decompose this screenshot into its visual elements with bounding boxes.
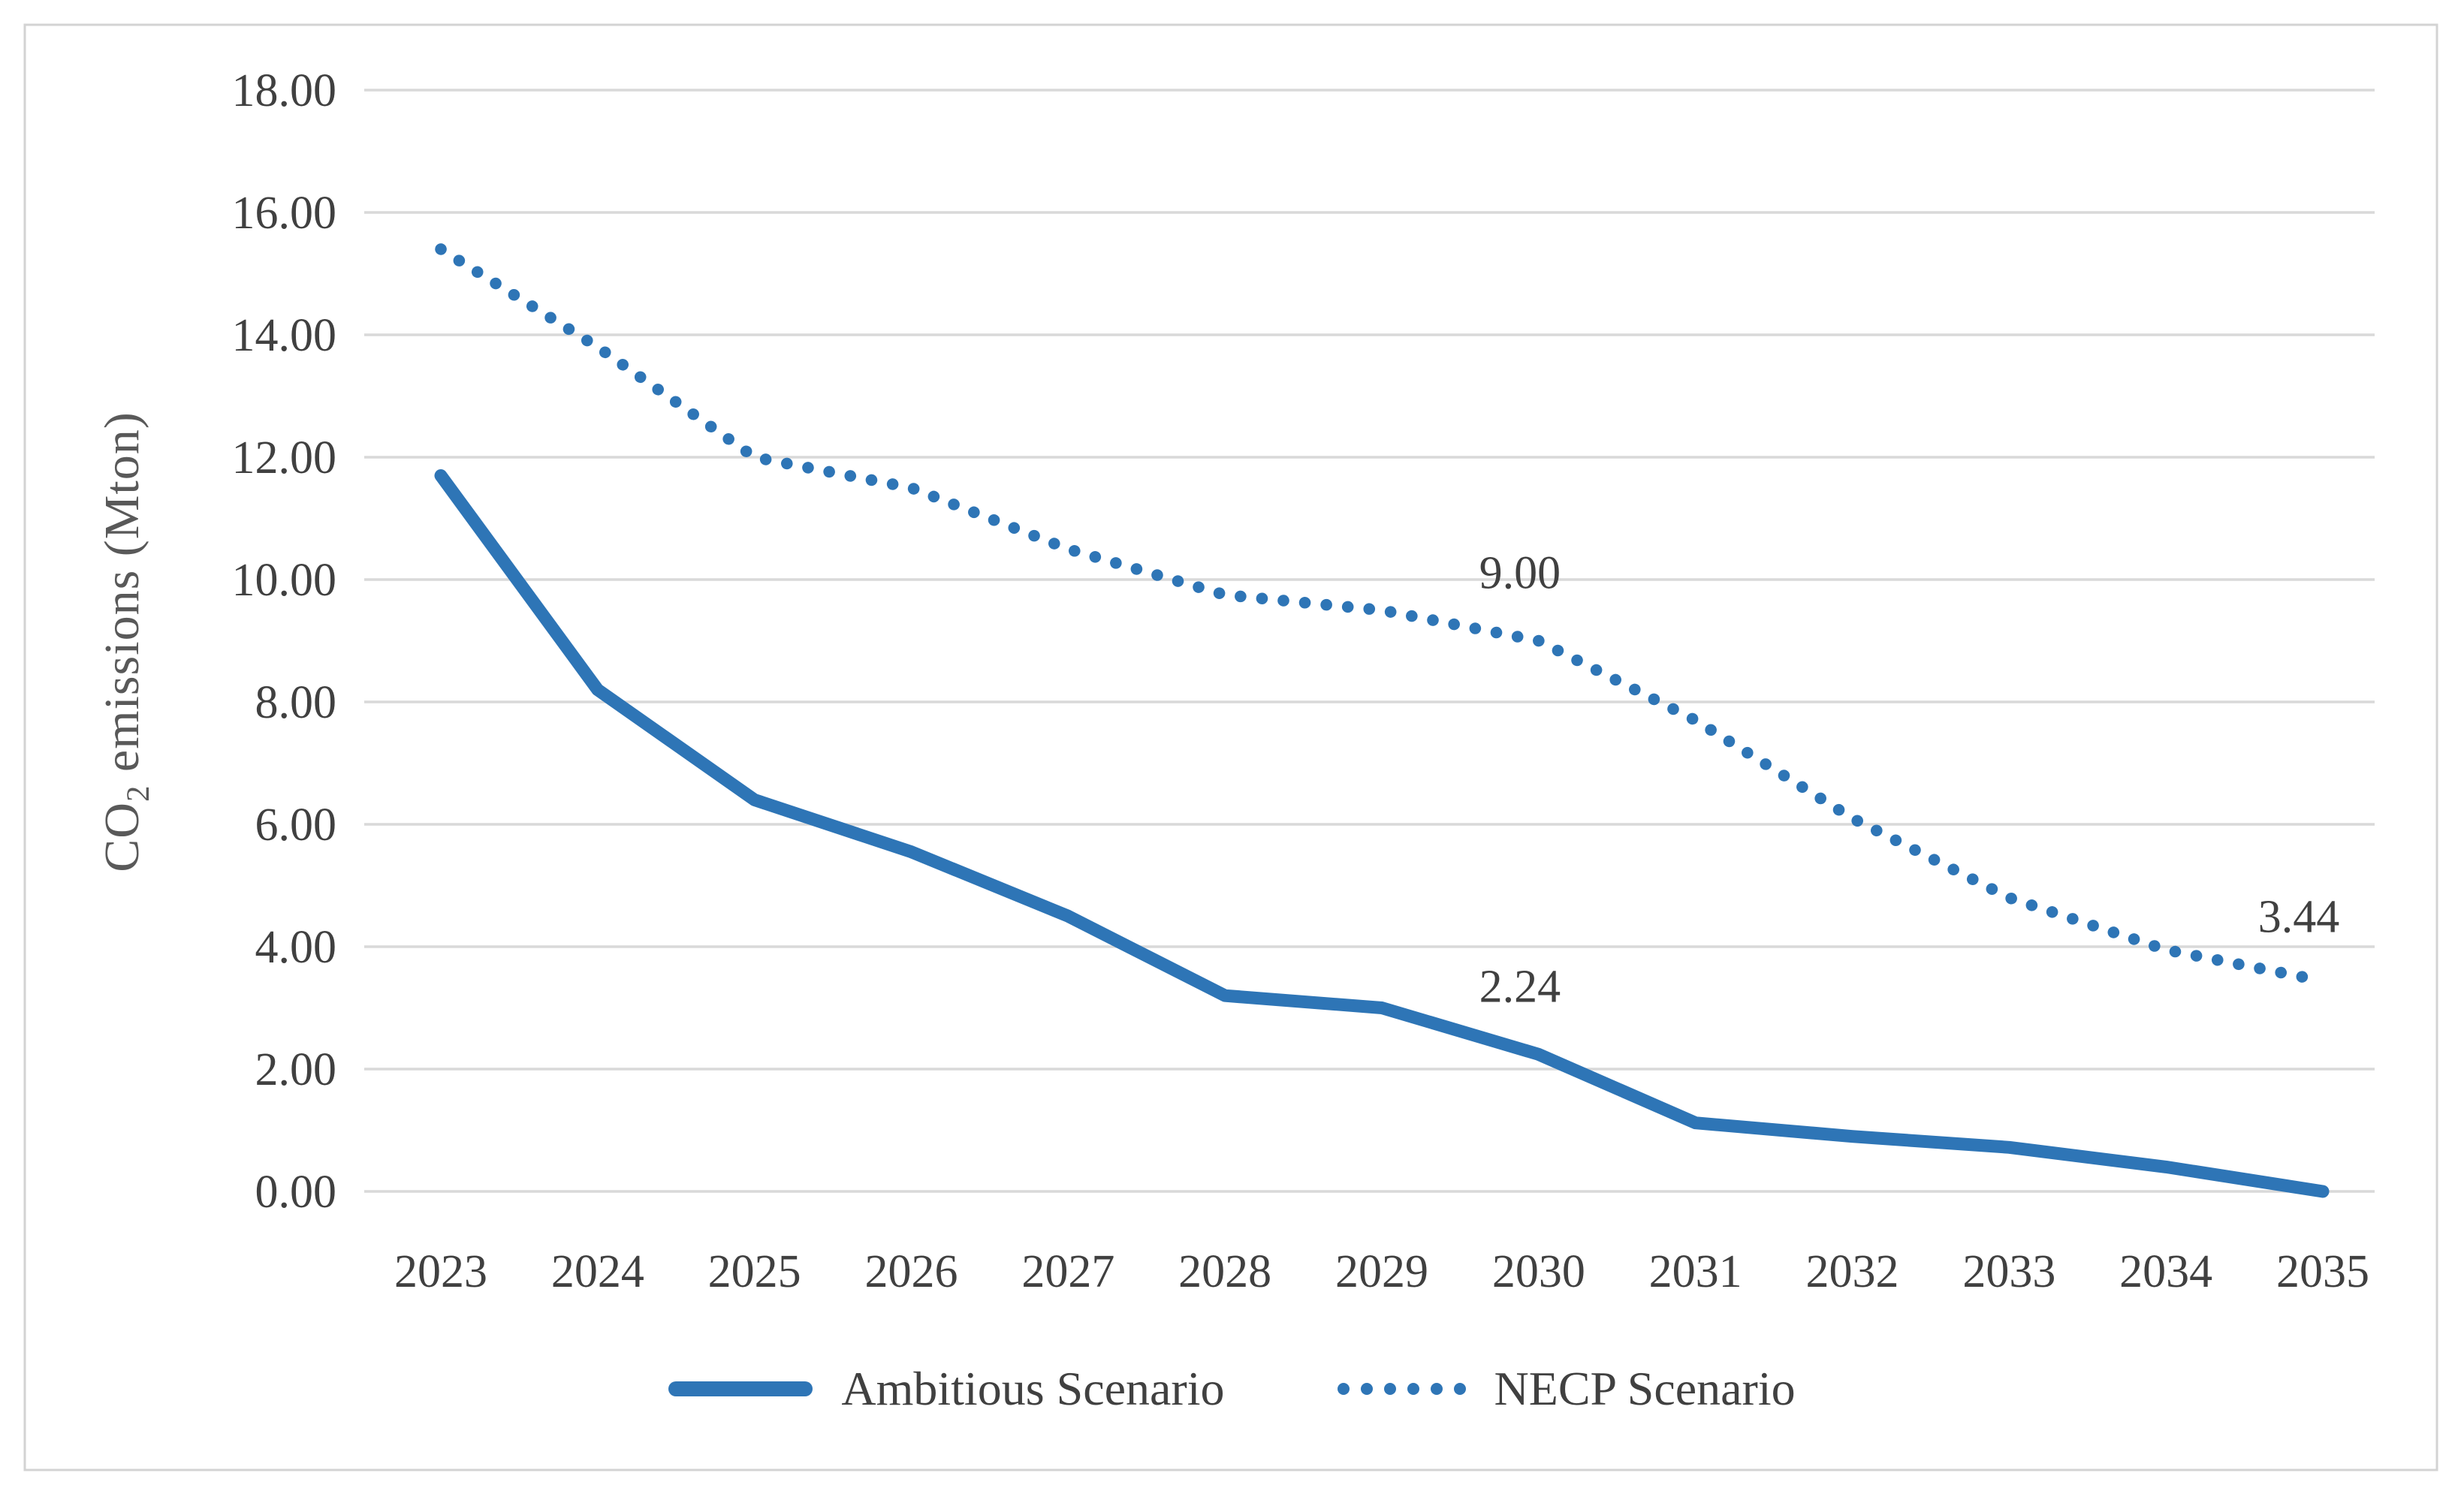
x-tick-label: 2033 <box>1962 1246 2055 1297</box>
y-tick-label: 10.00 <box>232 555 337 606</box>
x-tick-label: 2023 <box>394 1246 487 1297</box>
y-tick-label: 18.00 <box>232 65 337 116</box>
chart-outer-border <box>23 23 2438 1471</box>
y-axis-title-subscript: 2 <box>121 785 157 803</box>
y-tick-label: 14.00 <box>232 310 337 361</box>
x-tick-label: 2035 <box>2276 1246 2369 1297</box>
legend-dot-icon <box>1407 1383 1419 1395</box>
y-axis-title-rest: emissions (Mton) <box>95 411 149 785</box>
legend-label-necp: NECP Scenario <box>1494 1362 1796 1415</box>
y-tick-label: 0.00 <box>255 1167 337 1218</box>
legend-dot-icon <box>1360 1383 1373 1395</box>
x-tick-label: 2026 <box>865 1246 958 1297</box>
x-tick-label: 2027 <box>1021 1246 1114 1297</box>
data-label: 9.00 <box>1479 548 1561 599</box>
dotted-line-swatch-icon <box>1337 1383 1466 1395</box>
legend-dot-icon <box>1383 1383 1396 1395</box>
x-tick-label: 2028 <box>1178 1246 1271 1297</box>
x-tick-label: 2024 <box>551 1246 644 1297</box>
legend-dot-icon <box>1337 1383 1350 1395</box>
y-tick-label: 16.00 <box>232 188 337 239</box>
data-label: 3.44 <box>2258 892 2340 943</box>
legend-dot-icon <box>1430 1383 1443 1395</box>
x-tick-label: 2030 <box>1492 1246 1585 1297</box>
x-tick-label: 2025 <box>708 1246 801 1297</box>
y-tick-label: 6.00 <box>255 800 337 851</box>
y-axis-title: CO2 emissions (Mton) <box>94 411 156 872</box>
x-tick-label: 2031 <box>1649 1246 1742 1297</box>
y-tick-label: 8.00 <box>255 677 337 728</box>
legend: Ambitious Scenario NECP Scenario <box>0 1344 2464 1434</box>
ambitious-scenario-line <box>434 469 2330 1198</box>
legend-item-necp: NECP Scenario <box>1337 1361 1796 1417</box>
x-tick-label: 2029 <box>1335 1246 1428 1297</box>
legend-item-ambitious: Ambitious Scenario <box>668 1361 1225 1417</box>
legend-label-ambitious: Ambitious Scenario <box>841 1362 1225 1415</box>
data-label: 2.24 <box>1479 961 1561 1012</box>
legend-dot-icon <box>1453 1383 1466 1395</box>
y-tick-label: 4.00 <box>255 922 337 973</box>
y-tick-label: 2.00 <box>255 1044 337 1095</box>
solid-line-swatch-icon <box>668 1381 813 1396</box>
x-tick-label: 2032 <box>1806 1246 1899 1297</box>
necp-scenario-line <box>435 243 2329 987</box>
y-tick-label: 12.00 <box>232 432 337 483</box>
x-tick-label: 2034 <box>2119 1246 2212 1297</box>
y-axis-title-main: CO <box>95 802 149 872</box>
